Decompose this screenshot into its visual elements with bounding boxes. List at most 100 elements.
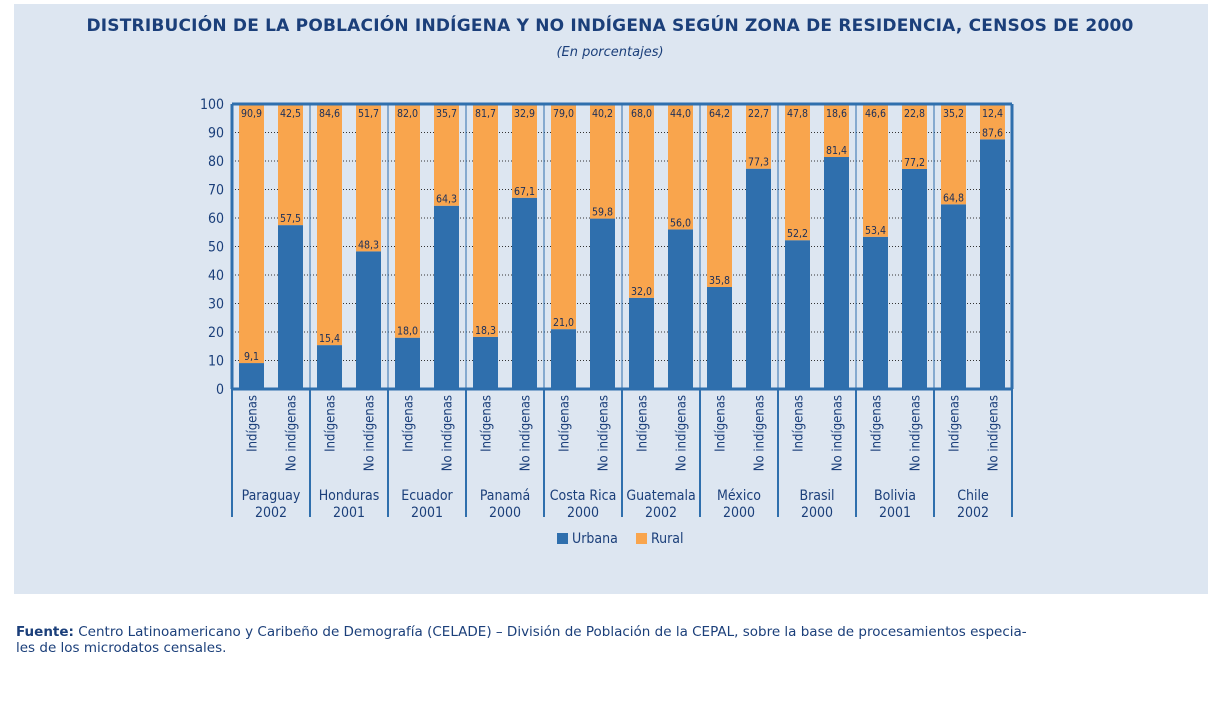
x-category-label: Indígenas bbox=[480, 395, 495, 452]
group-label-name: Ecuador bbox=[401, 488, 453, 504]
bar-urbana bbox=[356, 251, 381, 389]
bar-rural bbox=[824, 104, 849, 158]
group-label-year: 2002 bbox=[957, 505, 989, 521]
data-label-rural: 44,0 bbox=[670, 108, 691, 120]
bar-rural bbox=[785, 104, 810, 241]
data-label-rural: 68,0 bbox=[631, 108, 652, 120]
data-label-rural: 79,0 bbox=[553, 108, 574, 120]
data-label-rural: 32,9 bbox=[514, 108, 535, 120]
x-category-label: No indígenas bbox=[987, 395, 1002, 471]
y-tick-label: 100 bbox=[200, 97, 224, 113]
bar-rural bbox=[317, 104, 342, 346]
group-label-year: 2000 bbox=[801, 505, 833, 521]
bar-urbana bbox=[824, 157, 849, 389]
bar-rural bbox=[278, 104, 303, 226]
bar-rural bbox=[980, 104, 1005, 140]
data-label-urbana: 64,3 bbox=[436, 194, 457, 206]
y-tick-label: 70 bbox=[208, 183, 224, 199]
data-label-urbana: 21,0 bbox=[553, 317, 574, 329]
data-label-urbana: 53,4 bbox=[865, 225, 886, 237]
bar-urbana bbox=[668, 229, 693, 389]
bar-urbana bbox=[278, 225, 303, 389]
x-category-label: Indígenas bbox=[558, 395, 573, 452]
legend-swatch-urbana bbox=[557, 533, 568, 544]
bar-rural bbox=[239, 104, 264, 364]
bar-rural bbox=[941, 104, 966, 205]
bar-rural bbox=[356, 104, 381, 252]
bar-urbana bbox=[863, 236, 888, 389]
data-label-rural: 64,2 bbox=[709, 108, 730, 120]
group-label-year: 2001 bbox=[333, 505, 365, 521]
data-label-urbana: 52,2 bbox=[787, 228, 808, 240]
data-label-urbana: 67,1 bbox=[514, 186, 535, 198]
y-tick-label: 40 bbox=[208, 268, 224, 284]
legend-swatch-rural bbox=[636, 533, 647, 544]
data-label-urbana: 18,3 bbox=[475, 325, 496, 337]
legend-label-rural: Rural bbox=[651, 531, 684, 547]
x-category-label: Indígenas bbox=[402, 395, 417, 452]
y-tick-label: 30 bbox=[208, 297, 224, 313]
x-category-label: No indígenas bbox=[519, 395, 534, 471]
data-label-rural: 35,2 bbox=[943, 108, 964, 120]
bar-rural bbox=[434, 104, 459, 206]
x-category-label: Indígenas bbox=[948, 395, 963, 452]
bar-urbana bbox=[590, 218, 615, 389]
data-label-urbana: 64,8 bbox=[943, 192, 964, 204]
data-label-rural: 40,2 bbox=[592, 108, 613, 120]
data-label-urbana: 87,6 bbox=[982, 127, 1003, 139]
group-label-name: México bbox=[717, 488, 761, 504]
bar-urbana bbox=[239, 363, 264, 389]
bar-urbana bbox=[902, 168, 927, 389]
data-label-rural: 81,7 bbox=[475, 108, 496, 120]
bar-rural bbox=[902, 104, 927, 169]
bar-rural bbox=[746, 104, 771, 169]
data-label-urbana: 77,2 bbox=[904, 157, 925, 169]
y-tick-label: 80 bbox=[208, 154, 224, 170]
group-label-name: Honduras bbox=[319, 488, 380, 504]
data-label-rural: 46,6 bbox=[865, 108, 886, 120]
data-label-urbana: 18,0 bbox=[397, 326, 418, 338]
data-label-rural: 47,8 bbox=[787, 108, 808, 120]
bar-rural bbox=[707, 104, 732, 287]
bar-rural bbox=[590, 104, 615, 219]
data-label-rural: 18,6 bbox=[826, 108, 847, 120]
x-category-label: No indígenas bbox=[363, 395, 378, 471]
data-label-urbana: 15,4 bbox=[319, 333, 340, 345]
bar-urbana bbox=[551, 329, 576, 389]
bar-urbana bbox=[785, 240, 810, 389]
bar-urbana bbox=[629, 297, 654, 389]
data-label-urbana: 35,8 bbox=[709, 275, 730, 287]
data-label-urbana: 77,3 bbox=[748, 157, 769, 169]
x-category-label: Indígenas bbox=[714, 395, 729, 452]
group-label-name: Costa Rica bbox=[550, 488, 617, 504]
x-category-label: No indígenas bbox=[909, 395, 924, 471]
group-label-year: 2001 bbox=[879, 505, 911, 521]
source-text-line1: Centro Latinoamericano y Caribeño de Dem… bbox=[78, 624, 1027, 640]
x-category-label: Indígenas bbox=[870, 395, 885, 452]
data-label-urbana: 59,8 bbox=[592, 207, 613, 219]
chart-subtitle: (En porcentajes) bbox=[556, 45, 664, 60]
bar-rural bbox=[395, 104, 420, 338]
bar-rural bbox=[473, 104, 498, 337]
x-category-label: Indígenas bbox=[792, 395, 807, 452]
data-label-rural: 22,8 bbox=[904, 108, 925, 120]
stacked-bar-chart: 0 10 20 30 40 50 60 70 80 90 100 90,9 9,1 Indígenas 42… bbox=[200, 97, 1014, 547]
group-label-year: 2000 bbox=[489, 505, 521, 521]
group-label-name: Brasil bbox=[799, 488, 834, 504]
group-label-year: 2001 bbox=[411, 505, 443, 521]
data-label-rural: 51,7 bbox=[358, 108, 379, 120]
y-tick-label: 0 bbox=[216, 382, 224, 398]
bar-urbana bbox=[707, 286, 732, 389]
data-label-urbana: 81,4 bbox=[826, 145, 847, 157]
group-label-year: 2000 bbox=[567, 505, 599, 521]
data-label-rural: 42,5 bbox=[280, 108, 301, 120]
y-tick-label: 50 bbox=[208, 240, 224, 256]
bar-rural bbox=[551, 104, 576, 330]
x-category-label: No indígenas bbox=[675, 395, 690, 471]
bar-urbana bbox=[941, 204, 966, 389]
group-label-name: Chile bbox=[957, 488, 989, 504]
y-tick-label: 90 bbox=[208, 126, 224, 142]
data-label-rural: 12,4 bbox=[982, 108, 1003, 120]
data-label-rural: 82,0 bbox=[397, 108, 418, 120]
legend-label-urbana: Urbana bbox=[572, 531, 618, 547]
